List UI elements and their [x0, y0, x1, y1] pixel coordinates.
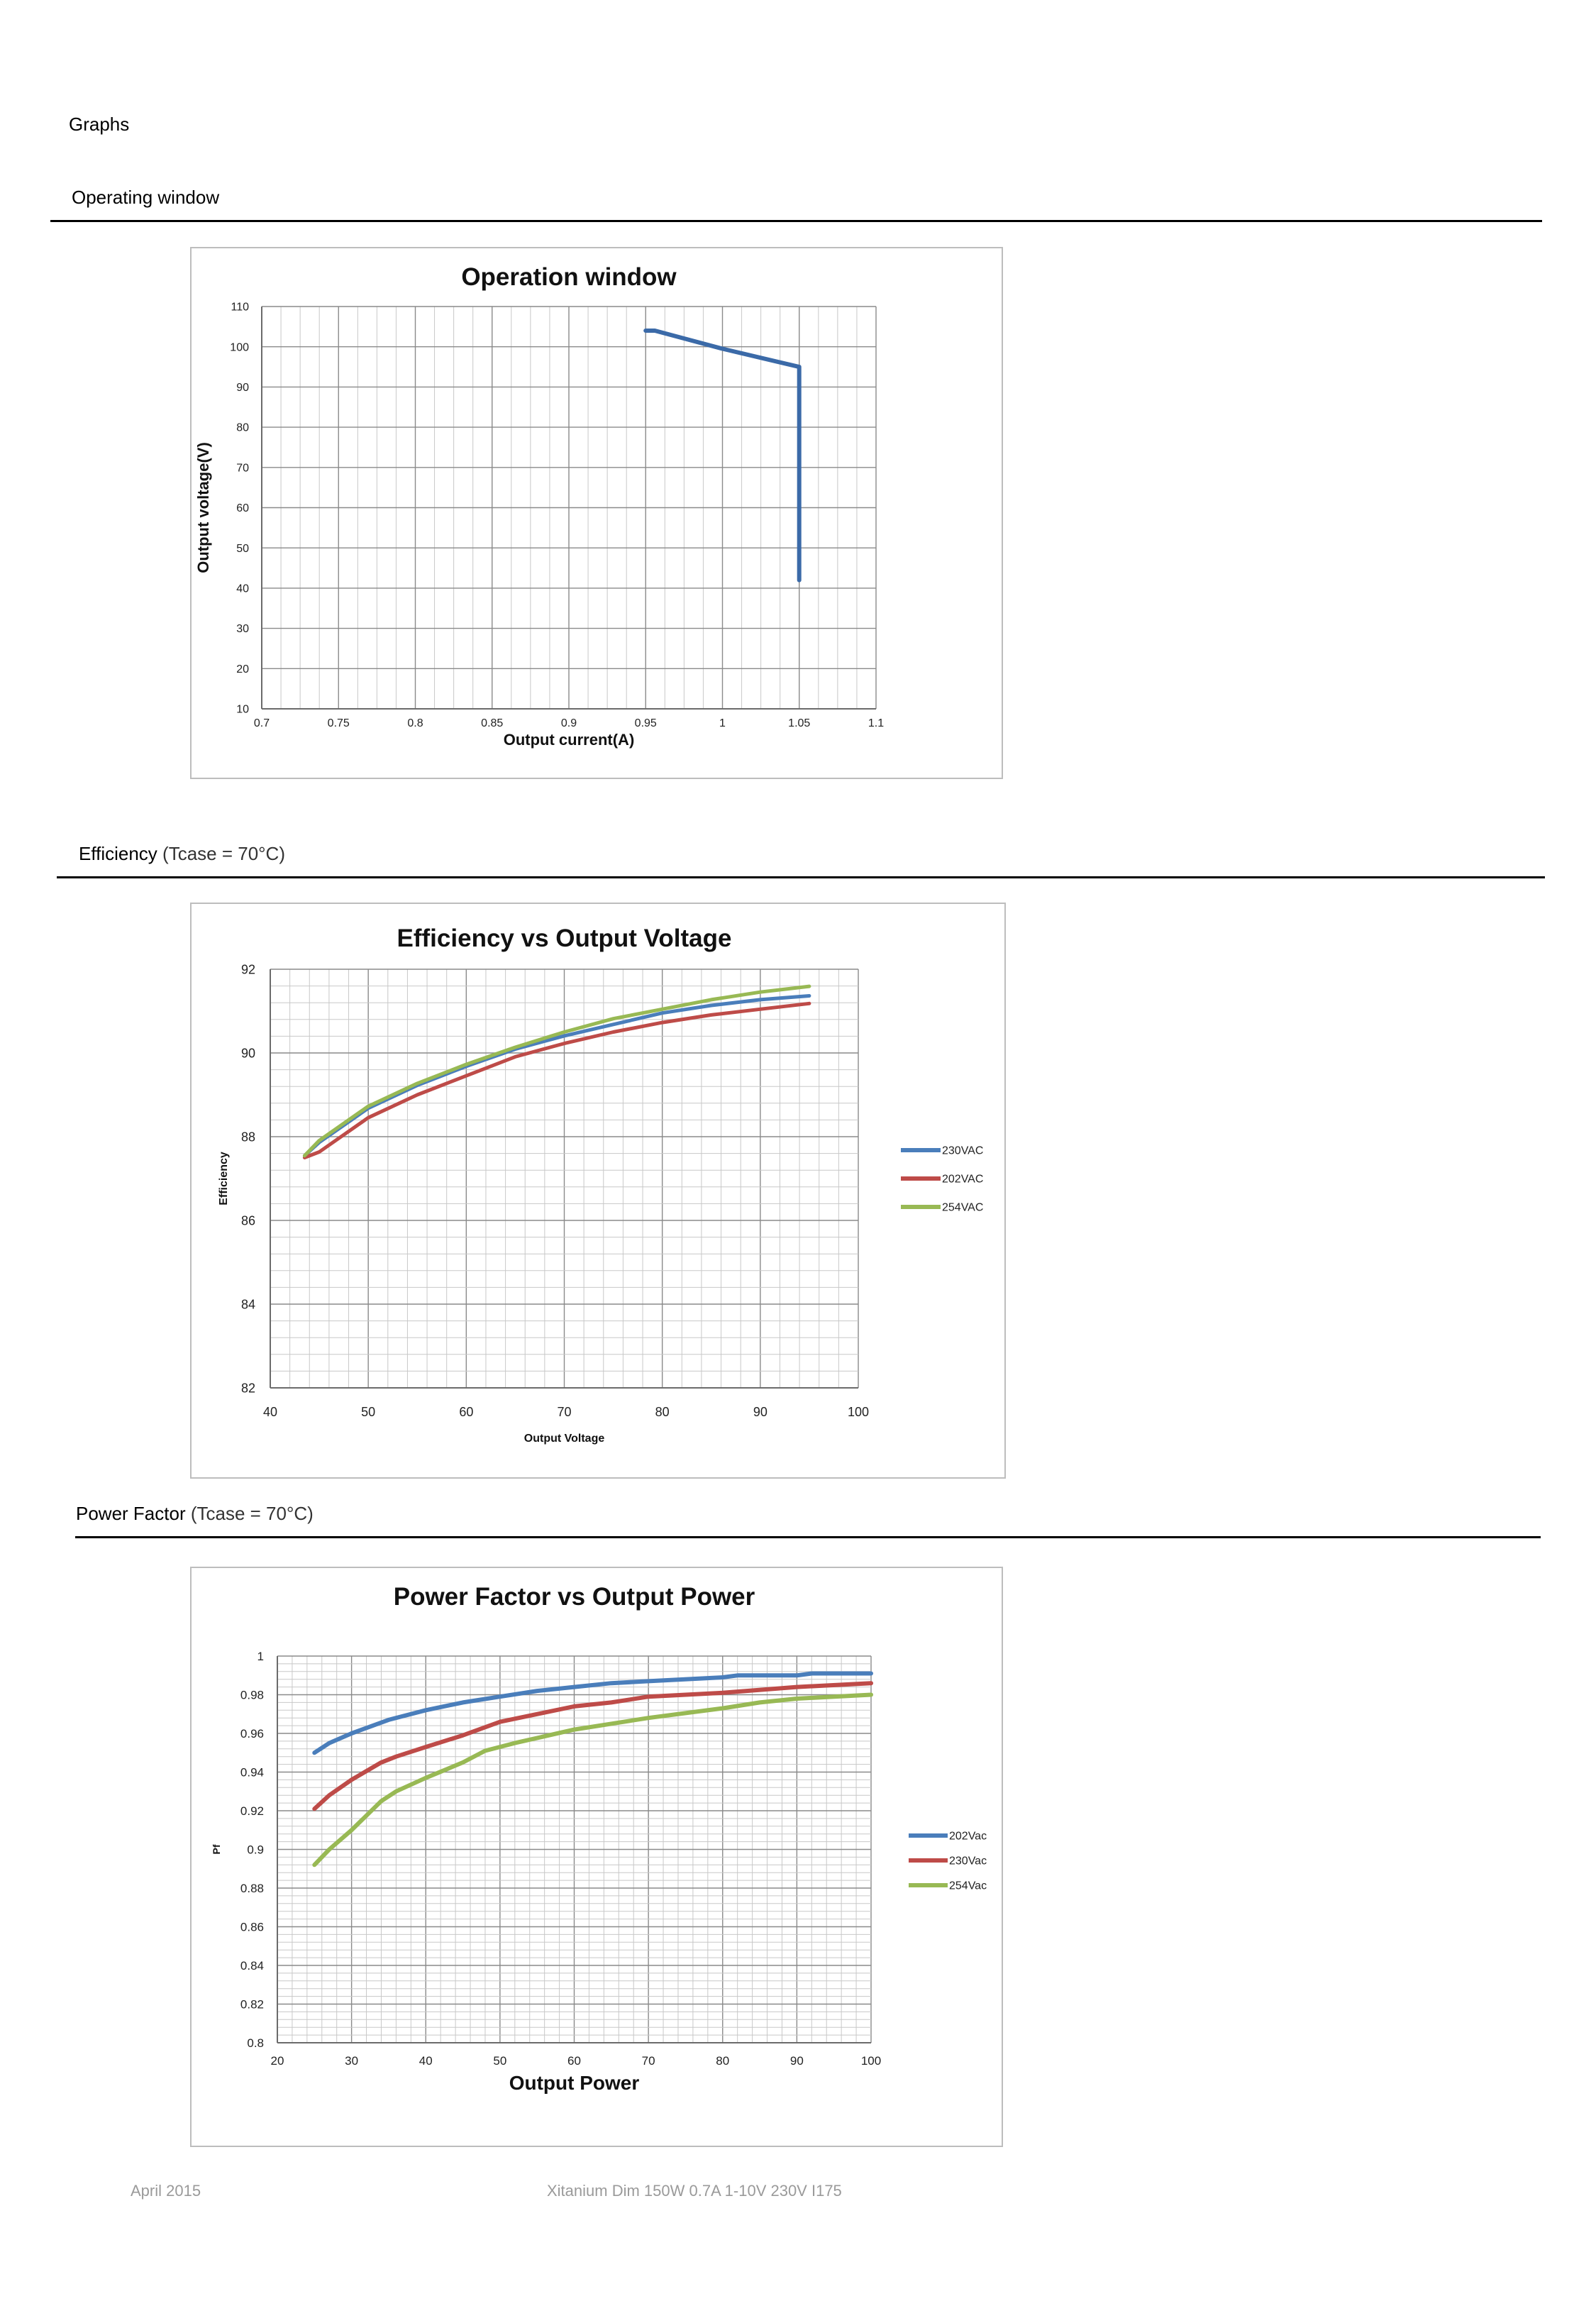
y-tick-label: 82	[241, 1381, 255, 1395]
x-tick-label: 80	[655, 1405, 670, 1419]
series-line-230vac	[312, 1681, 873, 1811]
section-divider	[75, 1536, 1541, 1538]
x-tick-label: 70	[557, 1405, 571, 1419]
series-line-main	[643, 329, 802, 583]
operation-window-chart: Operation window 0.7 0.75 0.8 0.85 0.9 0.95 1 1.…	[190, 247, 1003, 779]
x-tick-label: 80	[716, 2054, 729, 2068]
x-tick-label: 40	[263, 1405, 277, 1419]
y-tick-label: 0.88	[240, 1882, 264, 1895]
chart-title: Power Factor vs Output Power	[394, 1583, 755, 1611]
series-line-202vac	[302, 1001, 811, 1159]
series-line-254vac	[312, 1692, 873, 1868]
y-tick-label: 10	[236, 704, 249, 716]
power-factor-chart: Power Factor vs Output Power 20 30 40 50 60 70…	[190, 1567, 1003, 2147]
chart-title: Operation window	[461, 263, 677, 291]
section-title-text: Power Factor	[76, 1503, 186, 1524]
efficiency-chart: Efficiency vs Output Voltage 40 50 60 70 80 90…	[190, 903, 1006, 1479]
y-axis-label: Output voltage(V)	[194, 442, 212, 573]
section-title-operating-window: Operating window	[72, 187, 219, 209]
y-tick-label: 0.86	[240, 1920, 264, 1933]
power-factor-svg: Power Factor vs Output Power 20 30 40 50 60 70…	[211, 1583, 987, 2094]
x-tick-label: 50	[361, 1405, 375, 1419]
y-tick-label: 70	[236, 462, 249, 474]
series-line-202vac	[312, 1671, 873, 1755]
y-tick-label: 100	[230, 341, 249, 353]
legend-label: 230Vac	[949, 1855, 987, 1868]
x-tick-label: 20	[271, 2054, 284, 2068]
y-tick-label: 20	[236, 663, 249, 675]
x-tick-label: 70	[642, 2054, 655, 2068]
legend-label: 230VAC	[942, 1145, 983, 1157]
x-tick-label: 0.85	[481, 717, 503, 729]
x-tick-label: 100	[848, 1405, 869, 1419]
x-tick-label: 0.9	[561, 717, 577, 729]
y-tick-label: 0.82	[240, 1997, 264, 2011]
x-tick-label: 1.05	[788, 717, 810, 729]
y-tick-label: 84	[241, 1297, 255, 1311]
y-tick-label: 80	[236, 422, 249, 434]
x-tick-label: 60	[459, 1405, 473, 1419]
x-tick-label: 50	[493, 2054, 506, 2068]
y-tick-label: 0.84	[240, 1959, 264, 1973]
y-tick-label: 0.9	[247, 1843, 264, 1856]
y-tick-label: 40	[236, 583, 249, 595]
x-tick-label: 0.7	[254, 717, 270, 729]
x-tick-label: 1	[719, 717, 726, 729]
y-tick-label: 0.92	[240, 1804, 264, 1818]
y-tick-label: 90	[241, 1046, 255, 1060]
y-tick-label: 50	[236, 543, 249, 555]
section-divider	[57, 876, 1545, 878]
section-title-efficiency: Efficiency (Tcase = 70°C)	[79, 843, 285, 865]
x-tick-label: 90	[790, 2054, 804, 2068]
x-tick-label: 60	[567, 2054, 581, 2068]
x-tick-label: 0.95	[635, 717, 657, 729]
legend-label: 202VAC	[942, 1174, 983, 1186]
section-title-note: (Tcase = 70°C)	[190, 1503, 314, 1524]
legend-label: 254VAC	[942, 1202, 983, 1214]
legend-label: 202Vac	[949, 1831, 987, 1843]
y-tick-label: 0.94	[240, 1765, 264, 1779]
x-tick-label: 1.1	[868, 717, 884, 729]
x-tick-label: 0.8	[407, 717, 423, 729]
y-tick-label: 86	[241, 1213, 255, 1228]
section-title-power-factor: Power Factor (Tcase = 70°C)	[76, 1503, 314, 1525]
chart-title: Efficiency vs Output Voltage	[397, 925, 732, 952]
x-tick-label: 40	[419, 2054, 433, 2068]
y-axis-label: Pf	[211, 1844, 222, 1854]
y-tick-label: 90	[236, 382, 249, 394]
x-tick-label: 30	[345, 2054, 358, 2068]
y-tick-label: 1	[257, 1650, 264, 1663]
section-title-note: (Tcase = 70°C)	[162, 843, 285, 864]
y-tick-label: 30	[236, 623, 249, 635]
x-axis-label: Output Power	[509, 2072, 640, 2094]
x-tick-label: 100	[861, 2054, 881, 2068]
y-axis-label: Efficiency	[218, 1152, 230, 1206]
y-tick-label: 0.98	[240, 1688, 264, 1701]
footer-product: Xitanium Dim 150W 0.7A 1-10V 230V I175	[547, 2182, 842, 2200]
page-heading: Graphs	[69, 114, 130, 135]
x-axis-label: Output Voltage	[524, 1433, 605, 1445]
efficiency-svg: Efficiency vs Output Voltage 40 50 60 70 80 90…	[218, 925, 983, 1445]
y-tick-label: 60	[236, 502, 249, 514]
y-tick-label: 0.8	[247, 2036, 264, 2050]
section-divider	[50, 220, 1542, 222]
x-axis-label: Output current(A)	[504, 731, 635, 749]
series-line-254vac	[302, 984, 811, 1158]
x-tick-label: 0.75	[328, 717, 350, 729]
y-tick-label: 88	[241, 1130, 255, 1144]
section-title-text: Efficiency	[79, 843, 157, 864]
legend-label: 254Vac	[949, 1880, 987, 1892]
section-title-text: Operating window	[72, 187, 220, 208]
y-tick-label: 0.96	[240, 1727, 264, 1740]
x-tick-label: 90	[753, 1405, 767, 1419]
y-tick-label: 92	[241, 962, 255, 976]
operation-window-svg: Operation window 0.7 0.75 0.8 0.85 0.9 0.95 1 1.…	[194, 263, 884, 749]
footer-date: April 2015	[131, 2182, 201, 2200]
y-tick-label: 110	[231, 302, 249, 314]
